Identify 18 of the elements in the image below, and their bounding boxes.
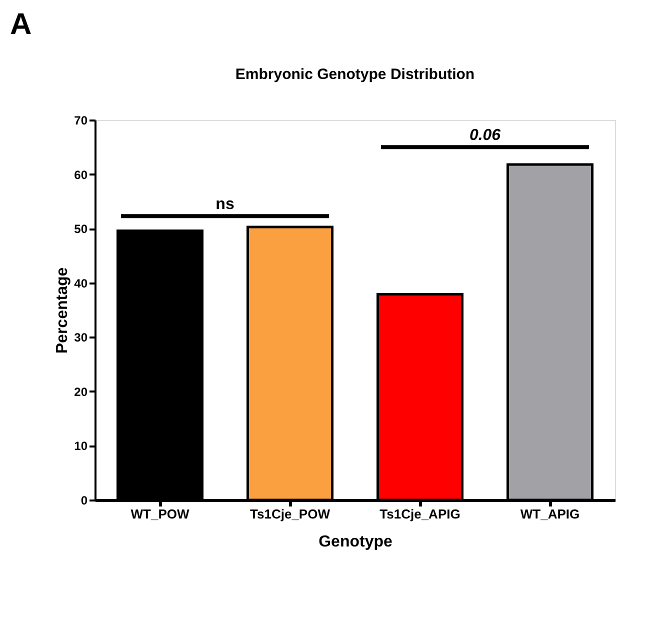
y-tick-label: 20: [74, 384, 88, 399]
y-tick-label: 0: [80, 494, 88, 508]
y-tick-label: 10: [74, 439, 88, 454]
y-tick-label: 30: [74, 330, 88, 345]
x-tick-label: WT_APIG: [520, 506, 580, 522]
chart-title: Embryonic Genotype Distribution: [235, 66, 475, 83]
annotation: 0.06: [469, 127, 501, 144]
x-tick-label: Ts1Cje_APIG: [380, 506, 460, 522]
x-tick-label: WT_POW: [130, 506, 190, 522]
y-tick-label: 70: [74, 114, 88, 128]
annotation: ns: [216, 196, 234, 214]
x-axis-title: Genotype: [318, 534, 392, 550]
x-tick-label: Ts1Cje_POW: [250, 506, 331, 522]
y-tick-label: 40: [74, 276, 88, 290]
y-axis-title: Percentage: [54, 267, 72, 354]
y-tick-label: 50: [74, 222, 88, 236]
y-tick-label: 60: [74, 168, 88, 182]
text: A: [10, 8, 32, 41]
